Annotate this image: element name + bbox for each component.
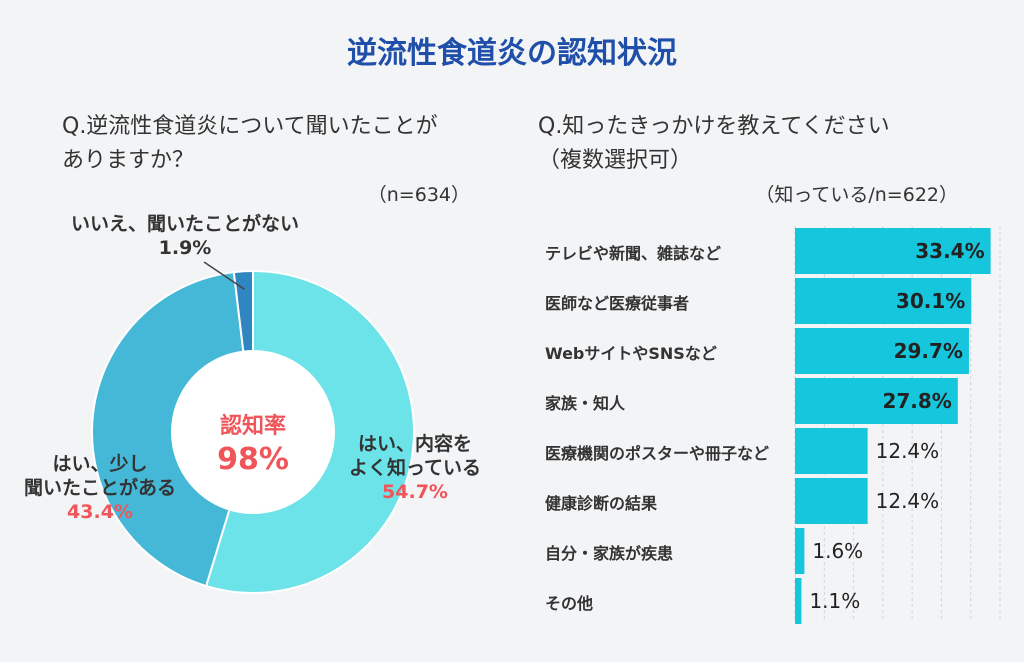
right-question-line1: Q.知ったきっかけを教えてください: [538, 114, 890, 139]
donut-chart: [91, 261, 415, 594]
slice-value-yes-little: 43.4%: [67, 501, 133, 523]
bar-category-label: 医師など医療従事者: [545, 294, 690, 313]
bar: [795, 328, 969, 374]
right-question: Q.知ったきっかけを教えてください （複数選択可）: [538, 110, 988, 178]
slice-label-no-line1: いいえ、聞いたことがない: [70, 213, 299, 235]
bar: [795, 528, 805, 574]
bar-category-label: 医療機関のポスターや冊子など: [545, 444, 770, 463]
bar-category-label: 健康診断の結果: [545, 494, 658, 513]
bar: [795, 578, 802, 624]
left-question-line1: Q.逆流性食道炎について聞いたことが: [62, 114, 438, 139]
bar-value-label: 12.4%: [876, 439, 940, 463]
slice-no: [232, 269, 254, 353]
bar-value-label: 1.1%: [809, 589, 860, 613]
awareness-rate-label: 認知率: [219, 414, 286, 439]
slice-yes-little: [91, 271, 245, 588]
bar-value-label: 12.4%: [876, 489, 940, 513]
right-sample-size: （知っている/n=622）: [755, 184, 958, 206]
slice-label-yes-little: はい、少し 聞いたことがある 43.4%: [10, 452, 190, 524]
bar-category-label: テレビや新聞、雑誌など: [545, 244, 722, 263]
awareness-rate-value: 98%: [217, 442, 289, 477]
bar: [795, 378, 958, 424]
donut-hole: [173, 352, 333, 512]
bar: [795, 278, 972, 324]
slice-label-yes-well-line1: はい、内容を: [357, 433, 472, 455]
bar-category-label: WebサイトやSNSなど: [545, 344, 717, 363]
left-question-line2: ありますか？: [62, 148, 195, 173]
bar-value-label: 29.7%: [894, 339, 963, 363]
bar: [795, 228, 991, 274]
slice-label-no: いいえ、聞いたことがない 1.9%: [45, 212, 325, 260]
bar-value-label: 1.6%: [812, 539, 863, 563]
bar: [795, 478, 868, 524]
bar-category-label: その他: [545, 594, 594, 613]
right-question-line2: （複数選択可）: [538, 148, 693, 173]
slice-yes-well: [204, 269, 415, 594]
slice-label-yes-little-line2: 聞いたことがある: [23, 477, 176, 499]
left-sample-size: （n=634）: [367, 184, 470, 206]
slice-label-yes-well: はい、内容を よく知っている 54.7%: [330, 432, 500, 504]
slice-label-yes-well-line2: よく知っている: [348, 457, 482, 479]
leader-line: [203, 261, 245, 290]
bar-category-label: 自分・家族が疾患: [545, 544, 674, 563]
left-question: Q.逆流性食道炎について聞いたことが ありますか？: [62, 110, 482, 178]
bar-value-label: 30.1%: [896, 289, 965, 313]
chart-title: 逆流性食道炎の認知状況: [347, 36, 677, 71]
slice-value-no: 1.9%: [158, 237, 212, 259]
bar: [795, 428, 868, 474]
bar-category-label: 家族・知人: [545, 394, 626, 413]
donut-center-label: 認知率 98%: [178, 408, 328, 477]
slice-label-yes-little-line1: はい、少し: [52, 453, 148, 475]
bar-value-label: 27.8%: [882, 389, 951, 413]
bar-value-label: 33.4%: [915, 239, 984, 263]
slice-value-yes-well: 54.7%: [382, 481, 448, 503]
